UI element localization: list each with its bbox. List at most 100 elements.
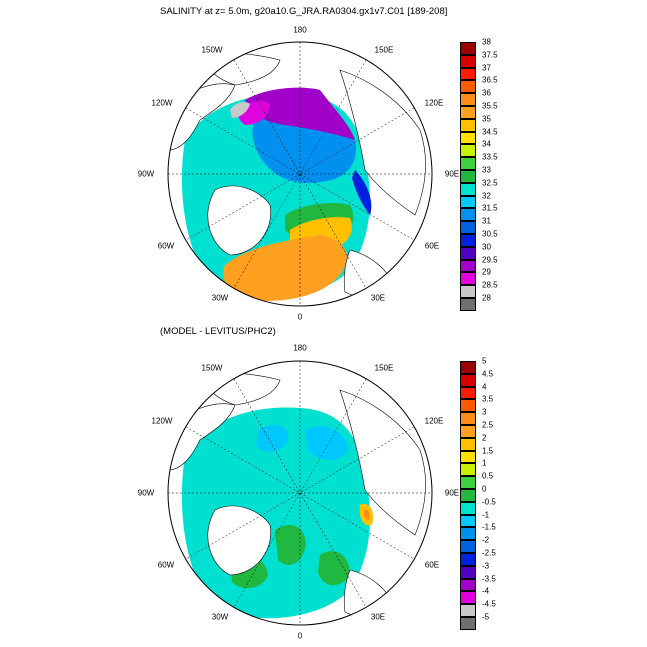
colorbar-swatch xyxy=(460,169,476,183)
colorbar-swatch xyxy=(460,540,476,553)
colorbar-swatch xyxy=(460,616,476,630)
bottom-lon-120e: 120E xyxy=(424,416,444,426)
top-ocean-gray xyxy=(230,102,250,118)
top-lon-60w: 60W xyxy=(157,241,175,251)
colorbar-label: 34.5 xyxy=(482,127,498,137)
top-land-greenland xyxy=(207,185,272,256)
colorbar-swatch xyxy=(460,514,476,528)
top-lon-0: 0 xyxy=(297,312,303,322)
top-land-eurasia xyxy=(339,69,426,216)
colorbar-swatch xyxy=(460,259,476,273)
colorbar-label: 32.5 xyxy=(482,178,498,188)
colorbar-swatch xyxy=(460,361,476,374)
bottom-ocean-lightblue-1 xyxy=(256,424,289,452)
colorbar-label: 4 xyxy=(482,382,487,392)
colorbar-swatch xyxy=(460,565,476,579)
colorbar-swatch xyxy=(460,297,476,311)
bottom-land-eurasia xyxy=(339,389,426,536)
colorbar-label: 36.5 xyxy=(482,75,498,85)
colorbar-swatch xyxy=(460,246,476,260)
colorbar-label: 3.5 xyxy=(482,394,494,404)
colorbar-label: 30.5 xyxy=(482,229,498,239)
colorbar-label: -4 xyxy=(482,586,490,596)
bottom-lon-180: 180 xyxy=(293,343,307,353)
bottom-ocean-green-3 xyxy=(318,551,350,586)
colorbar-swatch xyxy=(460,285,476,298)
bottom-lon-0: 0 xyxy=(297,631,303,641)
bottom-lon-90w: 90W xyxy=(137,488,155,498)
colorbar-label: 29.5 xyxy=(482,255,498,265)
colorbar-label: -5 xyxy=(482,612,490,622)
colorbar-swatch xyxy=(460,527,476,541)
colorbar-label: 30 xyxy=(482,242,491,252)
colorbar-label: -3 xyxy=(482,561,490,571)
colorbar-swatch xyxy=(460,463,476,477)
top-ocean-orange xyxy=(223,235,348,301)
colorbar-swatch xyxy=(460,272,476,286)
colorbar-label: 28 xyxy=(482,293,491,303)
top-lon-120w: 120W xyxy=(151,98,173,108)
bottom-ocean-lightblue-2 xyxy=(305,426,348,461)
colorbar-swatch xyxy=(460,578,476,592)
colorbar-label: -2 xyxy=(482,535,490,545)
colorbar-swatch xyxy=(460,93,476,106)
colorbar-swatch xyxy=(460,195,476,209)
colorbar-label: 4.5 xyxy=(482,369,494,379)
top-lon-150e: 150E xyxy=(374,45,394,55)
colorbar-swatch xyxy=(460,450,476,464)
colorbar-swatch xyxy=(460,399,476,413)
colorbar-label: -1.5 xyxy=(482,522,496,532)
colorbar-label: 32 xyxy=(482,191,491,201)
colorbar-label: 37.5 xyxy=(482,50,498,60)
bottom-lon-30e: 30E xyxy=(370,612,386,622)
colorbar-swatch xyxy=(460,412,476,425)
bottom-lon-150w: 150W xyxy=(201,363,223,373)
colorbar-swatch xyxy=(460,373,476,387)
colorbar-swatch xyxy=(460,131,476,145)
bottom-lon-30w: 30W xyxy=(211,612,229,622)
colorbar-label: 37 xyxy=(482,63,491,73)
colorbar-swatch xyxy=(460,144,476,158)
bottom-lon-120w: 120W xyxy=(151,416,173,426)
colorbar-label: 31.5 xyxy=(482,203,498,213)
bottom-lon-150e: 150E xyxy=(374,363,394,373)
colorbar-label: -1 xyxy=(482,510,490,520)
colorbar-label: 31 xyxy=(482,216,491,226)
top-lon-120e: 120E xyxy=(424,98,444,108)
top-lon-180: 180 xyxy=(293,25,307,35)
colorbar-label: 2.5 xyxy=(482,420,494,430)
top-ocean-darkblue xyxy=(352,170,372,215)
colorbar-label: 0.5 xyxy=(482,471,494,481)
colorbar-label: 38 xyxy=(482,37,491,47)
top-lon-90e: 90E xyxy=(444,169,460,179)
colorbar-label: 36 xyxy=(482,88,491,98)
top-lon-30e: 30E xyxy=(370,293,386,303)
colorbar-swatch xyxy=(460,42,476,55)
top-polar-map xyxy=(168,42,432,306)
colorbar-swatch xyxy=(460,233,476,247)
colorbar-label: 1.5 xyxy=(482,446,494,456)
bottom-ocean-green-1 xyxy=(275,525,306,565)
colorbar-label: -3.5 xyxy=(482,574,496,584)
bottom-lon-60e: 60E xyxy=(424,560,440,570)
colorbar-swatch xyxy=(460,552,476,566)
top-plot-title: SALINITY at z= 5.0m, g20a10.G_JRA.RA0304… xyxy=(160,6,448,17)
colorbar-label: 34 xyxy=(482,139,491,149)
bottom-lon-60w: 60W xyxy=(157,560,175,570)
colorbar-label: -2.5 xyxy=(482,548,496,558)
colorbar-swatch xyxy=(460,54,476,68)
colorbar-swatch xyxy=(460,604,476,617)
colorbar-swatch xyxy=(460,105,476,119)
colorbar-label: 33 xyxy=(482,165,491,175)
colorbar-label: 35 xyxy=(482,114,491,124)
colorbar-swatch xyxy=(460,208,476,222)
bottom-lon-90e: 90E xyxy=(444,488,460,498)
colorbar-label: 33.5 xyxy=(482,152,498,162)
colorbar-label: 1 xyxy=(482,458,487,468)
colorbar-label: 2 xyxy=(482,433,487,443)
colorbar-label: -4.5 xyxy=(482,599,496,609)
colorbar-label: 29 xyxy=(482,267,491,277)
colorbar-swatch xyxy=(460,118,476,132)
colorbar-label: 3 xyxy=(482,407,487,417)
